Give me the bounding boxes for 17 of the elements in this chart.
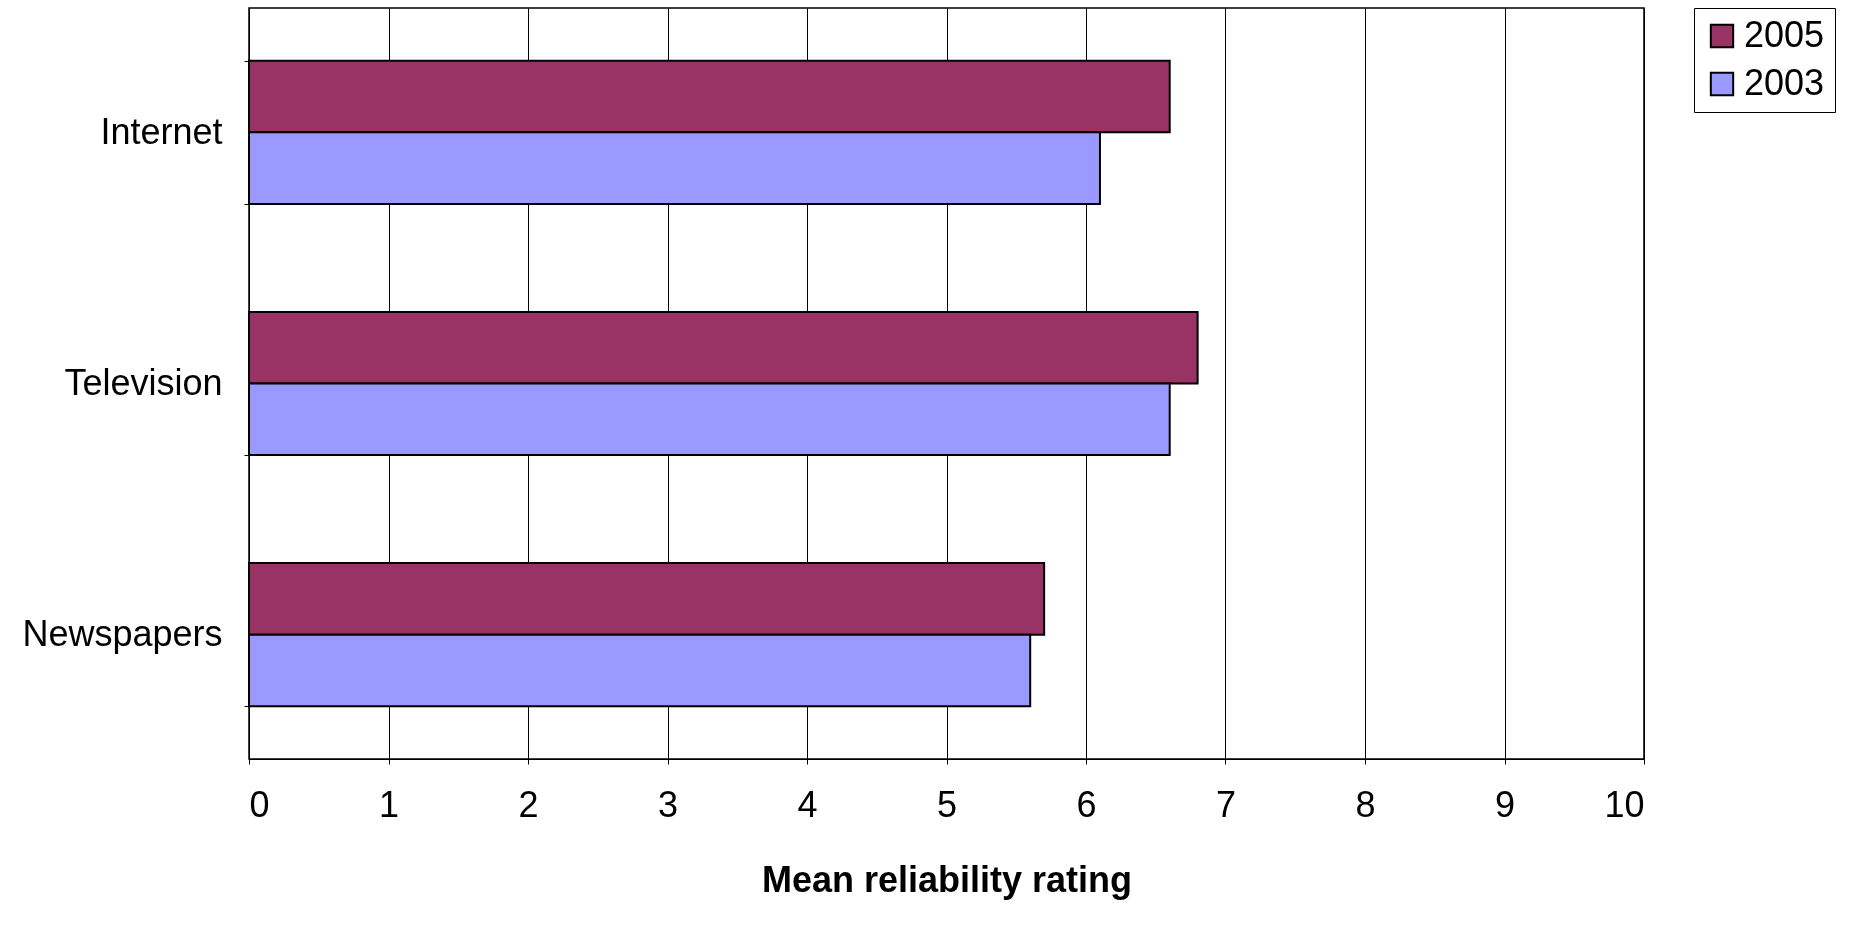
x-tick-label: 10 (1604, 783, 1645, 825)
x-axis-title: Mean reliability rating (761, 858, 1133, 900)
x-tick-label: 3 (657, 783, 679, 825)
x-tick-label: 8 (1355, 783, 1376, 825)
x-tick-label: 5 (936, 783, 958, 825)
x-tick-label: 4 (797, 783, 818, 825)
x-tick-label: 1 (378, 783, 400, 825)
legend-label: 2005 (1744, 14, 1825, 55)
x-tick-label: 0 (249, 783, 270, 825)
x-tick-label: 9 (1494, 783, 1516, 825)
legend-label: 2003 (1744, 62, 1825, 103)
y-tick-label: Internet (100, 110, 223, 152)
x-tick-label: 2 (518, 783, 539, 825)
x-tick-label: 6 (1076, 783, 1097, 825)
y-tick-label: Newspapers (22, 613, 223, 655)
y-tick-label: Television (64, 362, 223, 403)
x-tick-label: 7 (1215, 783, 1237, 825)
